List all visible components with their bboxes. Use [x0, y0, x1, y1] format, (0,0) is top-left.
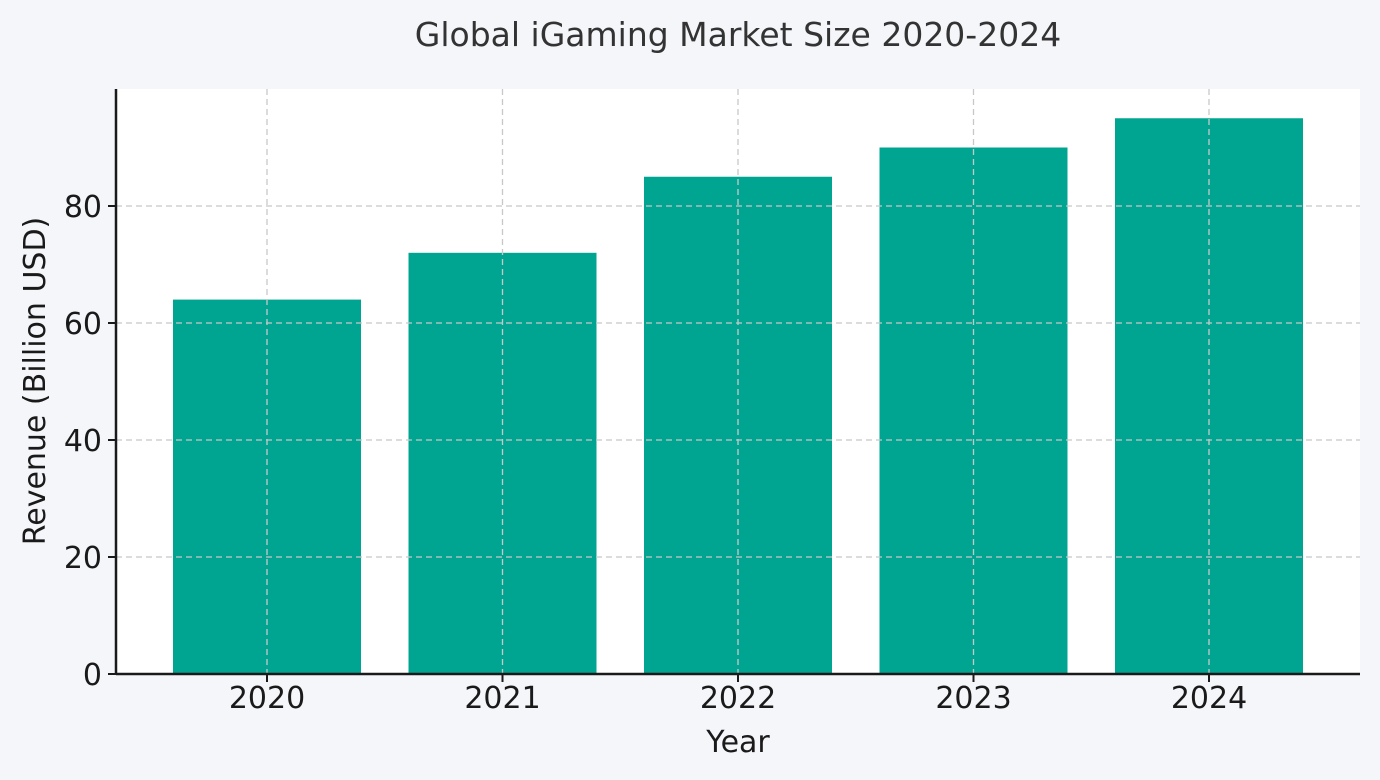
x-axis-label: Year [705, 725, 770, 760]
x-tick-label: 2022 [700, 681, 776, 716]
x-tick-label: 2021 [464, 681, 540, 716]
y-tick-label: 60 [64, 307, 102, 342]
x-tick-label: 2024 [1171, 681, 1247, 716]
y-tick-label: 80 [64, 190, 102, 225]
y-axis-label: Revenue (Billion USD) [18, 217, 53, 546]
y-tick-label: 0 [83, 658, 102, 693]
y-tick-label: 40 [64, 424, 102, 459]
bar-2020 [173, 299, 361, 674]
chart-title: Global iGaming Market Size 2020-2024 [415, 15, 1061, 54]
ticks: 0 20 40 60 80 2020 2021 2022 2023 2024 [64, 190, 1247, 716]
x-tick-label: 2020 [229, 681, 305, 716]
y-tick-label: 20 [64, 541, 102, 576]
grid-lines [116, 89, 1360, 674]
x-tick-label: 2023 [935, 681, 1011, 716]
